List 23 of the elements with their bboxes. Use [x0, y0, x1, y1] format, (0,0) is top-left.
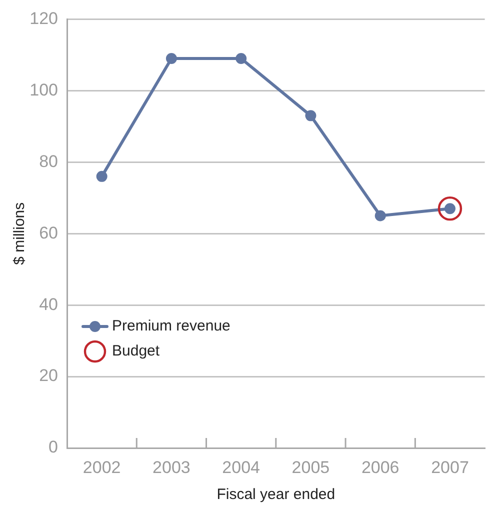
point	[438, 196, 462, 221]
point	[236, 53, 247, 64]
x-axis-title: Fiscal year ended	[216, 486, 336, 504]
y-tick-label: 80	[39, 152, 58, 171]
x-tick-label: 2003	[152, 458, 190, 477]
point	[166, 53, 177, 64]
legend-label: Budget	[112, 342, 160, 360]
x-tick-label: 2007	[431, 458, 469, 477]
y-tick-label: 100	[30, 80, 58, 100]
point	[96, 170, 108, 182]
x-tick-label: 2005	[292, 458, 330, 477]
x-tick-label: 2002	[82, 458, 121, 477]
y-tick-label: 60	[39, 223, 58, 242]
y-tick-label: 120	[30, 8, 58, 28]
point	[305, 110, 316, 122]
y-tick-label: 0	[48, 438, 58, 457]
y-axis-title: $ millions	[11, 202, 28, 265]
y-tick-label: 20	[39, 366, 58, 386]
legend-label: Premium revenue	[112, 318, 230, 335]
x-tick-label: 2006	[361, 458, 400, 477]
y-tick-label: 40	[39, 294, 58, 314]
point	[374, 210, 386, 222]
x-tick-label: 2004	[222, 458, 260, 477]
